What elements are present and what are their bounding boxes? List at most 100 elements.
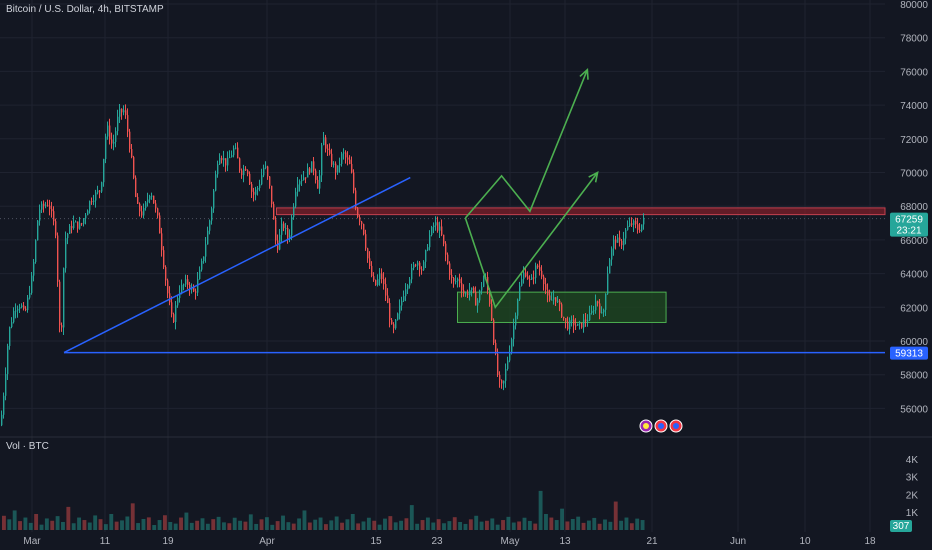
time-axis-label: 11: [100, 536, 111, 547]
candle-body: [543, 276, 545, 285]
candle-body: [203, 256, 205, 262]
candle-body: [115, 131, 117, 142]
candle-body: [559, 300, 561, 305]
candle-body: [121, 108, 123, 113]
candle-body: [131, 149, 133, 158]
volume-bar: [635, 518, 640, 530]
candle-body: [421, 269, 423, 271]
volume-bar: [485, 520, 489, 530]
candle-body: [289, 235, 291, 238]
volume-bar: [640, 520, 645, 530]
volume-bar: [120, 520, 124, 530]
candle-body: [433, 225, 435, 228]
price-axis-label: 70000: [900, 169, 928, 180]
candle-body: [95, 192, 97, 201]
volume-bar: [227, 523, 232, 530]
support-price-tag: [890, 346, 928, 360]
volume-bar: [71, 523, 76, 530]
candle-body: [611, 248, 613, 260]
candle-body: [169, 293, 171, 303]
volume-bar: [82, 520, 87, 530]
candle-body: [535, 265, 537, 278]
candle-body: [425, 250, 427, 262]
volume-bar: [415, 523, 420, 530]
candle-body: [303, 177, 305, 180]
time-axis-label: 19: [162, 536, 174, 547]
candle-body: [129, 131, 131, 150]
candle-body: [319, 175, 321, 189]
candle-body: [117, 116, 119, 132]
candle-body: [479, 290, 481, 301]
candle-body: [65, 238, 67, 269]
volume-bar: [163, 515, 167, 530]
candle-body: [367, 248, 369, 259]
volume-bar: [103, 524, 108, 530]
candle-body: [229, 157, 231, 159]
current-price-tag: [890, 212, 928, 237]
candle-body: [263, 167, 265, 176]
candle-body: [119, 108, 121, 117]
candle-body: [423, 261, 425, 270]
volume-bar: [61, 522, 65, 530]
candle-body: [427, 247, 429, 251]
candle-body: [71, 226, 73, 229]
candle-body: [123, 110, 125, 113]
candle-body: [287, 228, 289, 238]
candle-body: [599, 303, 601, 314]
candle-body: [177, 297, 179, 306]
candle-body: [243, 168, 245, 176]
candle-body: [627, 225, 629, 230]
candle-body: [135, 177, 137, 197]
candle-body: [285, 228, 287, 230]
candle-body: [249, 173, 251, 185]
volume-bar: [511, 522, 516, 530]
candle-body: [351, 163, 353, 173]
candle-body: [339, 163, 341, 166]
candle-body: [439, 226, 441, 231]
price-axis-label: 80000: [900, 0, 928, 11]
candle-body: [161, 233, 163, 251]
volume-bar: [216, 516, 221, 530]
candle-body: [639, 229, 641, 232]
candle-body: [301, 179, 303, 182]
candle-body: [471, 287, 473, 291]
volume-bar: [291, 523, 296, 530]
candle-body: [501, 380, 503, 384]
candle-body: [369, 258, 371, 266]
candle-body: [75, 221, 77, 223]
candle-body: [595, 301, 597, 311]
volume-bar: [544, 514, 548, 530]
candle-body: [101, 182, 103, 192]
candle-body: [601, 312, 603, 314]
candle-body: [525, 272, 527, 277]
price-axis-label: 64000: [900, 270, 928, 281]
trend-drawings[interactable]: [63, 68, 885, 354]
candle-body: [111, 139, 113, 144]
volume-bar: [114, 521, 119, 530]
candle-body: [247, 170, 249, 174]
event-markers[interactable]: [639, 419, 683, 433]
candle-body: [179, 292, 181, 298]
candle-body: [643, 217, 645, 225]
candle-body: [329, 150, 331, 154]
candle-body: [241, 170, 243, 176]
time-axis-label: Jun: [730, 536, 746, 547]
candle-body: [333, 163, 335, 165]
candle-body: [451, 274, 453, 279]
volume-bar: [168, 522, 173, 530]
candle-body: [43, 203, 45, 207]
candle-body: [235, 147, 237, 149]
time-axis-label: Mar: [23, 536, 41, 547]
price-axis-label: 62000: [900, 303, 928, 314]
candle-body: [63, 268, 65, 328]
candle-body: [335, 163, 337, 173]
candle-body: [505, 368, 507, 381]
volume-bar: [302, 510, 307, 530]
volume-bar: [533, 523, 538, 530]
candle-body: [473, 287, 475, 293]
volume-bar: [146, 517, 151, 530]
candle-body: [341, 153, 343, 164]
candle-body: [259, 184, 261, 188]
